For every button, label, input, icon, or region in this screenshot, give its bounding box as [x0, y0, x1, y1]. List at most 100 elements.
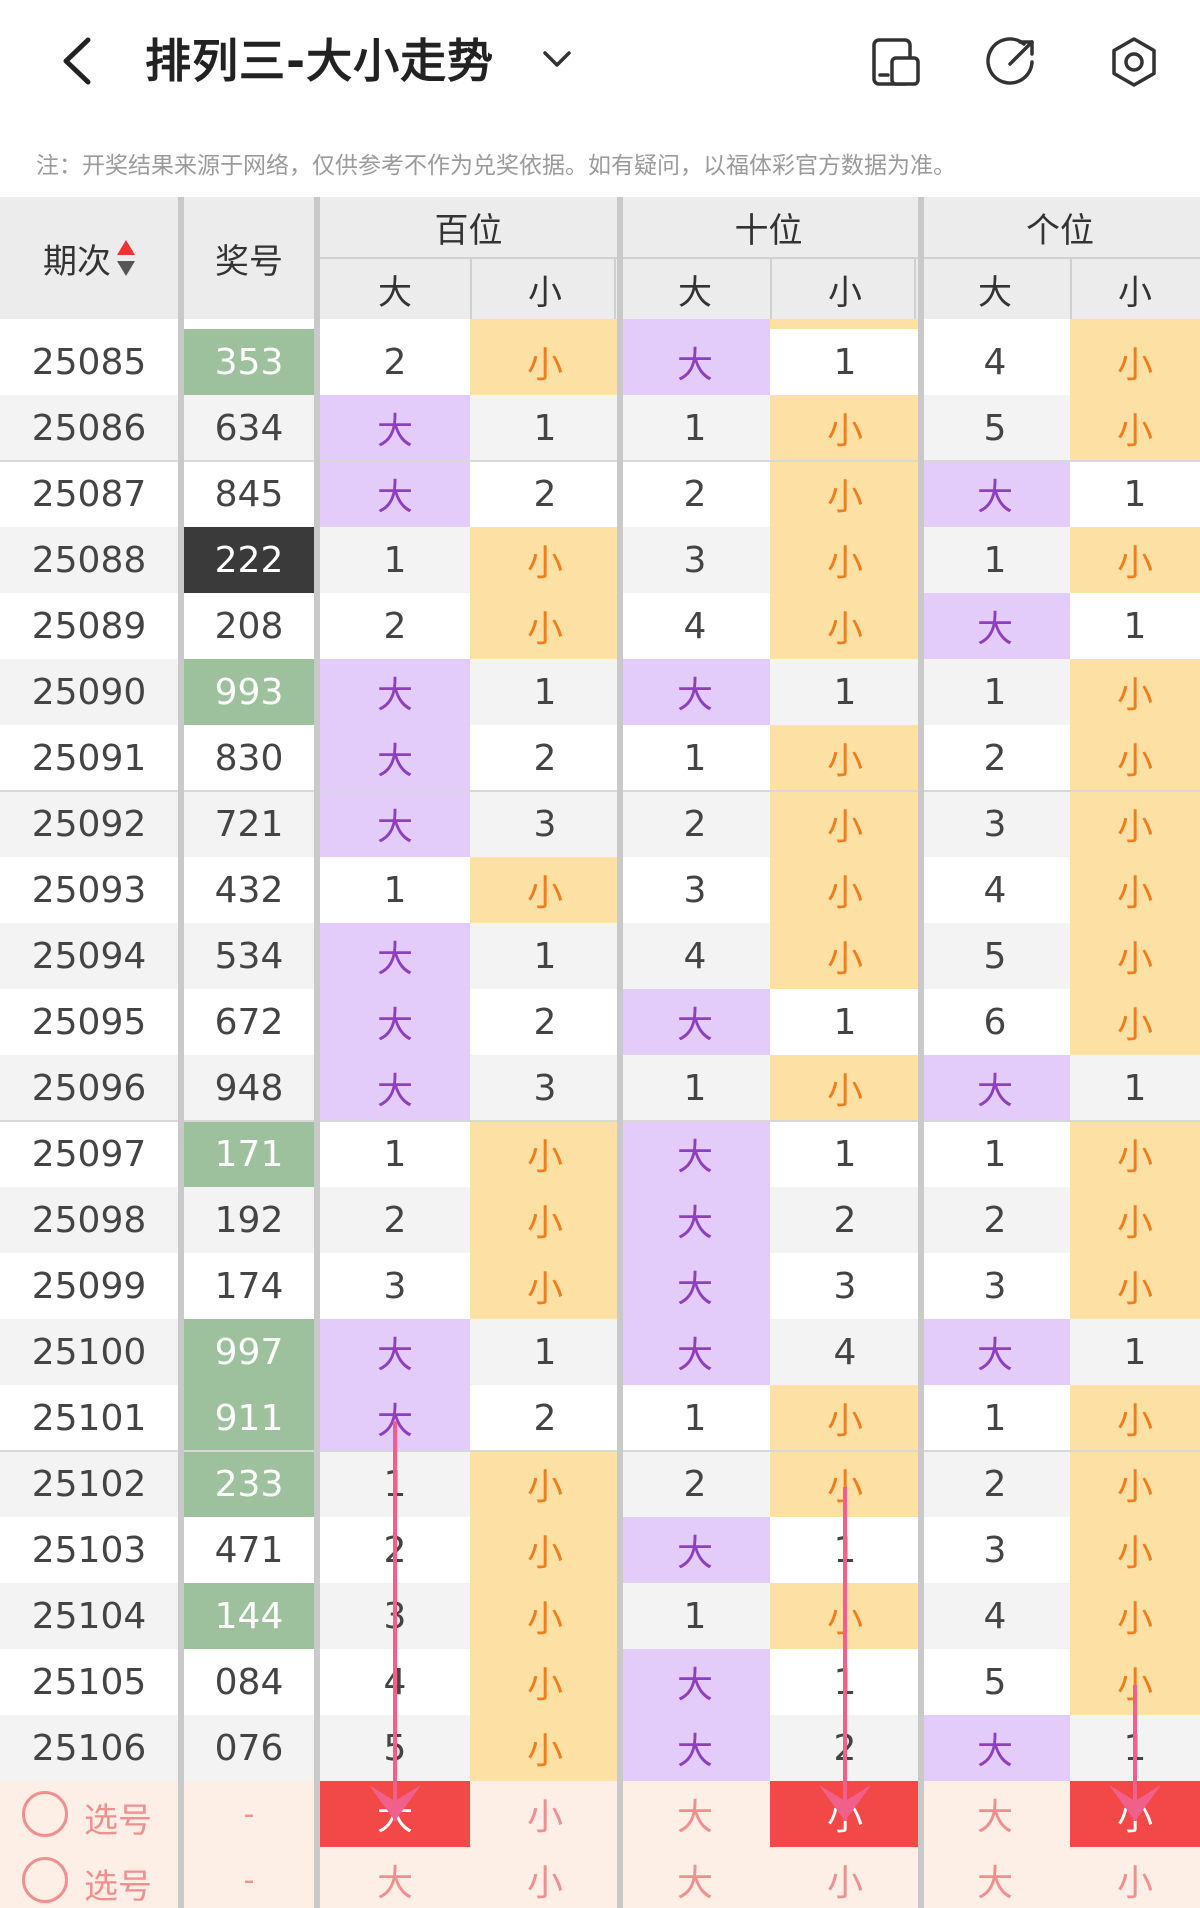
table-row[interactable]: 25093 432 1 小 3 小 4 小 — [0, 857, 1200, 923]
period-cell: 25098 — [31, 1199, 147, 1241]
small-cell: 小 — [1070, 1451, 1200, 1517]
table-row[interactable]: 25086 634 大 1 1 小 5 小 — [0, 395, 1200, 461]
table-row[interactable]: 25089 208 2 小 4 小大 1 — [0, 593, 1200, 659]
select-option[interactable]: 大 — [376, 1863, 413, 1904]
trend-table: 期次 奖号 百位 十位 个位大小大小大小 25085 353 2 小大 1 4 小 25086 63… — [0, 197, 1200, 1908]
settings-icon — [1112, 37, 1156, 87]
table-row[interactable]: 251034712小大13小 — [0, 1517, 1200, 1583]
subheader-divider — [770, 259, 772, 319]
title-dropdown[interactable] — [540, 44, 574, 74]
omission-cell: 1 — [533, 1331, 557, 1373]
select-radio[interactable] — [22, 1857, 68, 1903]
select-radio[interactable] — [22, 1791, 68, 1837]
period-cell: 25106 — [31, 1727, 147, 1769]
table-row[interactable]: 251041443小1小4小 — [0, 1583, 1200, 1649]
trend-arrow-head — [819, 1785, 871, 1821]
omission-cell: 4 — [983, 869, 1007, 911]
share-button[interactable] — [984, 34, 1040, 90]
table-row[interactable]: 25091 830 大 2 1 小 2 小 — [0, 725, 1200, 791]
period-cell: 25088 — [31, 539, 147, 581]
select-option[interactable]: 小 — [526, 1863, 563, 1904]
table-row[interactable]: 25101 911 大 2 1 小 1 小 — [0, 1385, 1200, 1451]
winning-number-cell: 432 — [214, 869, 284, 911]
period-cell: 25099 — [31, 1265, 147, 1307]
table-row[interactable]: 25087 845 大 2 2 小大 1 — [0, 461, 1200, 527]
chevron-down-icon — [543, 51, 571, 67]
big-subheader: 大 — [378, 272, 412, 313]
group-separator — [0, 1120, 1200, 1122]
small-cell: 小 — [470, 1253, 620, 1319]
small-cell: 小 — [770, 1385, 920, 1451]
winning-number-cell: 192 — [214, 1199, 284, 1241]
select-option[interactable]: 大 — [676, 1797, 713, 1838]
big-cell: 大 — [320, 659, 470, 725]
partial-row-strip — [320, 319, 470, 329]
omission-cell: 2 — [533, 737, 557, 779]
select-option[interactable]: 大 — [976, 1863, 1013, 1904]
table-row[interactable]: 251022331小2小2小 — [0, 1451, 1200, 1517]
subheader-divider — [914, 259, 916, 319]
select-option[interactable]: 小 — [1116, 1863, 1153, 1904]
table-row[interactable]: 25098 192 2 小大 2 2 小 — [0, 1187, 1200, 1253]
table-row[interactable]: 25096 948 大 3 1 小大 1 — [0, 1055, 1200, 1121]
omission-cell: 4 — [983, 1595, 1007, 1637]
table-row[interactable]: 25085 353 2 小大 1 4 小 — [0, 329, 1200, 395]
table-row[interactable]: 25099 174 3 小大 3 3 小 — [0, 1253, 1200, 1319]
table-row[interactable]: 25095 672 大 2 大 1 6 小 — [0, 989, 1200, 1055]
small-subheader: 小 — [528, 272, 562, 313]
small-cell: 小 — [770, 527, 920, 593]
omission-cell: 3 — [833, 1265, 857, 1307]
big-cell: 大 — [620, 329, 770, 395]
settings-button[interactable] — [1106, 34, 1162, 90]
omission-cell: 2 — [533, 473, 557, 515]
small-cell: 小 — [1070, 1121, 1200, 1187]
small-cell: 小 — [1070, 857, 1200, 923]
omission-cell: 4 — [683, 605, 707, 647]
big-cell: 大 — [320, 1319, 470, 1385]
omission-cell: 1 — [533, 935, 557, 977]
omission-cell: 3 — [683, 539, 707, 581]
big-cell: 大 — [320, 395, 470, 461]
select-option[interactable]: 大 — [976, 1797, 1013, 1838]
page-title[interactable]: 排列三-大小走势 — [145, 34, 495, 88]
table-row[interactable]: 25090 993 大 1 大 1 1 小 — [0, 659, 1200, 725]
layout-button[interactable] — [868, 34, 924, 90]
table-row[interactable]: 25092 721 大 3 2 小 3 小 — [0, 791, 1200, 857]
big-cell: 大 — [620, 1319, 770, 1385]
back-button[interactable] — [50, 30, 110, 92]
select-option[interactable]: 小 — [826, 1863, 863, 1904]
group-header: 百位 — [434, 210, 503, 251]
partial-row-strip — [1070, 319, 1200, 329]
big-cell: 大 — [620, 1187, 770, 1253]
period-header[interactable]: 期次 — [0, 197, 180, 319]
subheader-divider — [1070, 259, 1072, 319]
omission-cell: 1 — [1123, 1331, 1147, 1373]
select-option[interactable]: 大 — [676, 1863, 713, 1904]
select-label[interactable]: 选号 — [84, 1867, 152, 1907]
select-option[interactable]: 小 — [526, 1797, 563, 1838]
winning-number-cell: 233 — [184, 1451, 314, 1517]
small-cell: 小 — [770, 791, 920, 857]
table-row[interactable]: 25088 222 1 小 3 小 1 小 — [0, 527, 1200, 593]
table-row[interactable]: 251060765小大2大1 — [0, 1715, 1200, 1781]
big-cell: 大 — [320, 923, 470, 989]
omission-cell: 1 — [983, 671, 1007, 713]
omission-cell: 2 — [533, 1001, 557, 1043]
table-row[interactable]: 25094 534 大 1 4 小 5 小 — [0, 923, 1200, 989]
column-divider — [617, 197, 623, 1908]
group-header: 十位 — [734, 210, 803, 251]
table-row[interactable]: 251050844小大15小 — [0, 1649, 1200, 1715]
period-header-label: 期次 — [43, 241, 111, 282]
select-label[interactable]: 选号 — [84, 1801, 152, 1841]
table-row[interactable]: 25100 997 大 1 大 4 大 1 — [0, 1319, 1200, 1385]
omission-cell: 3 — [683, 869, 707, 911]
small-cell: 小 — [1070, 329, 1200, 395]
big-cell: 大 — [620, 1517, 770, 1583]
winning-number-cell: 997 — [184, 1319, 314, 1385]
omission-cell: 3 — [383, 1265, 407, 1307]
small-subheader: 小 — [828, 272, 862, 313]
period-cell: 25101 — [31, 1397, 147, 1439]
table-row[interactable]: 25097 171 1 小大 1 1 小 — [0, 1121, 1200, 1187]
period-cell: 25093 — [31, 869, 147, 911]
omission-cell: 1 — [833, 341, 857, 383]
